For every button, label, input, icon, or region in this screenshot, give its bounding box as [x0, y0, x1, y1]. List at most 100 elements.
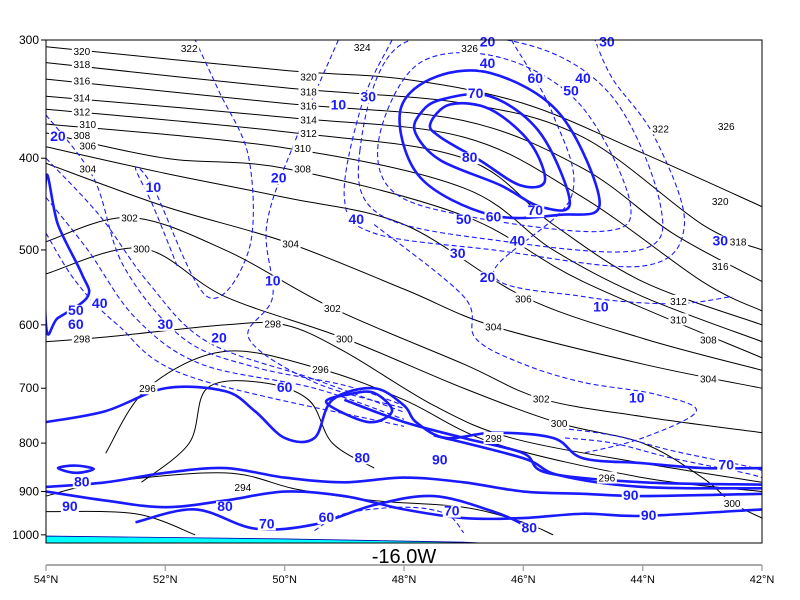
theta-contour-304: [46, 162, 762, 389]
theta-contour-label: 296: [599, 474, 616, 485]
theta-contour-label-background: [232, 480, 253, 493]
theta-contour-label-background: [71, 105, 92, 118]
wind-contour-label: 90: [432, 452, 448, 468]
theta-contour-300: [46, 247, 762, 519]
wind-contour-50: [565, 437, 762, 479]
wind-contour-label: 70: [468, 85, 484, 101]
wind-contour-label-background: [460, 152, 479, 165]
theta-contour-label-background: [71, 332, 92, 345]
wind-contour-label-background: [329, 99, 348, 112]
wind-contour-label: 80: [217, 498, 233, 514]
y-tick-label: 400: [19, 151, 39, 165]
wind-contour-label: 90: [623, 487, 639, 503]
theta-contour-label-background: [483, 431, 504, 444]
theta-contour-298: [46, 321, 762, 483]
wind-contour-label: 60: [486, 208, 502, 224]
wind-contour-label-background: [216, 501, 234, 514]
wind-contour-label: 40: [575, 70, 591, 86]
theta-contour-label: 314: [73, 93, 90, 104]
wind-contour-label-background: [591, 301, 610, 314]
wind-contour-label-background: [717, 459, 736, 472]
theta-contour-label-background: [710, 195, 731, 208]
wind-contour-label-background: [526, 73, 545, 86]
wind-contour-label: 20: [211, 329, 227, 345]
theta-contour-label: 312: [300, 129, 317, 140]
wind-contour-label: 80: [462, 149, 478, 165]
wind-contour-label-background: [711, 235, 730, 248]
chart-title: -16.0W: [372, 546, 437, 568]
theta-contour-label: 302: [324, 304, 341, 315]
wind-contour-label: 80: [522, 520, 538, 536]
theta-contour-label-background: [77, 139, 98, 152]
theta-contour-label-background: [668, 294, 689, 307]
theta-contour-308: [46, 132, 762, 359]
theta-contour-312: [46, 108, 762, 326]
theta-contour-label-background: [292, 162, 313, 175]
wind-contour-20: [46, 114, 405, 407]
wind-contour-label-background: [448, 248, 467, 261]
wind-contour-label: 20: [480, 269, 496, 285]
wind-contour-label: 80: [354, 449, 370, 465]
theta-contour-label-background: [280, 237, 301, 250]
wind-contour-label: 30: [158, 316, 174, 332]
wind-contour-label: 10: [265, 273, 281, 289]
theta-contour-label-background: [71, 44, 92, 57]
theta-contour-label: 302: [121, 213, 138, 224]
wind-contour-label: 10: [146, 179, 162, 195]
theta-contour-label: 300: [724, 499, 741, 510]
theta-contour-label-background: [352, 40, 373, 53]
theta-contour-label: 306: [515, 295, 532, 306]
theta-contour-label: 314: [300, 115, 317, 126]
wind-contour-label: 80: [74, 473, 90, 489]
wind-contour-30: [343, 40, 685, 268]
wind-contour-label-background: [574, 73, 592, 86]
wind-contour-90: [343, 398, 762, 486]
theta-contour-label-background: [310, 363, 331, 376]
wind-contour-90: [56, 464, 96, 475]
theta-contour-label-background: [334, 332, 355, 345]
wind-contour-label-background: [520, 522, 539, 535]
theta-contour-label: 302: [533, 395, 550, 406]
theta-contour-label-background: [298, 126, 319, 139]
wind-contour-20: [492, 40, 733, 305]
theta-contour-label: 306: [79, 142, 96, 153]
theta-contour-label-background: [292, 141, 313, 154]
theta-contour-label: 296: [312, 365, 329, 376]
theta-contour-label: 316: [300, 102, 317, 113]
theta-contour-label-background: [262, 317, 283, 330]
theta-contour-label: 300: [336, 334, 353, 345]
theta-contour-label: 308: [294, 164, 311, 175]
wind-contour-60: [314, 506, 465, 534]
theta-contour-label-background: [728, 235, 749, 248]
theta-contour-label-background: [698, 333, 719, 346]
x-tick-label: 50°N: [272, 574, 297, 586]
wind-contour-30: [46, 157, 405, 413]
wind-contour-label: 50: [456, 211, 472, 227]
wind-contour-label-background: [275, 382, 294, 395]
wind-contour-label-background: [48, 131, 67, 144]
wind-contour-10: [373, 224, 697, 454]
wind-contour-label: 30: [360, 88, 376, 104]
wind-contour-label: 50: [563, 82, 579, 98]
theta-contour-label-background: [322, 302, 343, 315]
wind-contour-label-background: [317, 512, 336, 525]
theta-contour-label: 298: [264, 320, 281, 331]
theta-contour-label-background: [531, 392, 552, 405]
theta-contour-label: 316: [73, 76, 90, 87]
theta-contour-label-background: [179, 42, 200, 55]
theta-contour-label: 310: [670, 315, 687, 326]
wind-contour-80: [46, 490, 762, 521]
wind-contour-label: 40: [510, 233, 526, 249]
theta-contour-label-background: [698, 372, 719, 385]
theta-contour-label: 304: [700, 375, 717, 386]
x-tick-label: 52°N: [153, 574, 178, 586]
wind-contour-60: [46, 173, 91, 336]
wind-contour-label: 30: [712, 233, 728, 249]
wind-contour-label: 40: [480, 55, 496, 71]
wind-contour-label: 70: [444, 503, 460, 519]
wind-contour-label-background: [478, 271, 497, 284]
wind-contour-label-background: [430, 454, 449, 467]
wind-contour-label: 30: [599, 34, 615, 50]
theta-contour-label-background: [668, 313, 689, 326]
